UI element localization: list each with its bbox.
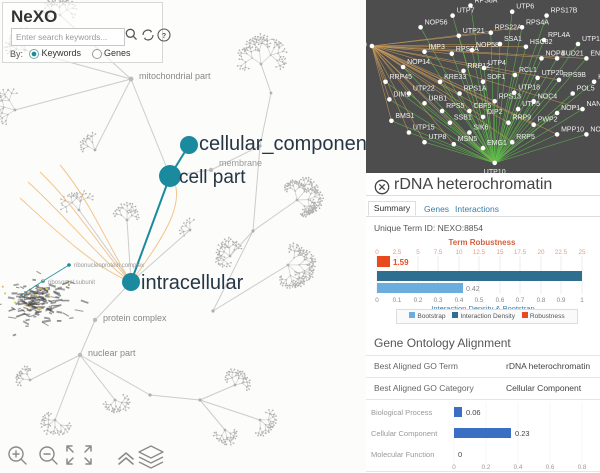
svg-text:1.59: 1.59 bbox=[393, 258, 409, 267]
svg-text:7.5: 7.5 bbox=[434, 249, 443, 256]
svg-text:MSN5: MSN5 bbox=[458, 136, 478, 143]
svg-text:NOP1: NOP1 bbox=[561, 105, 580, 112]
svg-text:SSB1: SSB1 bbox=[454, 115, 472, 122]
svg-text:UTP4: UTP4 bbox=[488, 60, 506, 67]
svg-text:UTP5: UTP5 bbox=[522, 101, 540, 108]
svg-text:?: ? bbox=[162, 33, 166, 40]
svg-text:UTP15: UTP15 bbox=[413, 125, 435, 132]
svg-text:12.5: 12.5 bbox=[473, 249, 486, 256]
svg-text:PWP2: PWP2 bbox=[538, 117, 558, 124]
svg-text:2.5: 2.5 bbox=[393, 249, 402, 256]
svg-text:IMP3: IMP3 bbox=[429, 44, 445, 51]
svg-text:HSC82: HSC82 bbox=[530, 39, 553, 46]
svg-text:EMG1: EMG1 bbox=[487, 140, 507, 147]
svg-text:Biological Process: Biological Process bbox=[371, 408, 433, 417]
svg-text:RPS17B: RPS17B bbox=[551, 8, 578, 15]
svg-text:NOC4: NOC4 bbox=[538, 93, 558, 100]
svg-text:0.06: 0.06 bbox=[466, 408, 481, 417]
svg-text:URB1: URB1 bbox=[429, 95, 448, 102]
svg-text:UTP6: UTP6 bbox=[516, 4, 534, 11]
svg-text:17.5: 17.5 bbox=[514, 249, 527, 256]
svg-text:POL5: POL5 bbox=[577, 86, 595, 93]
svg-text:DIM1: DIM1 bbox=[393, 91, 410, 98]
svg-text:NOP14: NOP14 bbox=[407, 59, 430, 66]
svg-text:0.8: 0.8 bbox=[537, 297, 546, 304]
svg-text:0.6: 0.6 bbox=[546, 464, 555, 471]
svg-text:UTP18: UTP18 bbox=[518, 85, 540, 92]
svg-text:RPS5: RPS5 bbox=[446, 103, 464, 110]
svg-text:0.3: 0.3 bbox=[434, 297, 443, 304]
svg-text:DIP2: DIP2 bbox=[487, 109, 503, 116]
svg-text:KRE33: KRE33 bbox=[444, 74, 466, 81]
svg-text:NAN1: NAN1 bbox=[587, 101, 600, 108]
svg-text:0.5: 0.5 bbox=[475, 297, 484, 304]
svg-text:0: 0 bbox=[452, 464, 456, 471]
svg-text:UTP21: UTP21 bbox=[463, 28, 485, 35]
svg-text:BUD21: BUD21 bbox=[561, 50, 584, 57]
svg-text:UTP7: UTP7 bbox=[457, 8, 475, 15]
svg-text:0.9: 0.9 bbox=[557, 297, 566, 304]
svg-text:0.23: 0.23 bbox=[515, 429, 530, 438]
svg-text:22.5: 22.5 bbox=[555, 249, 568, 256]
svg-text:0: 0 bbox=[375, 249, 379, 256]
svg-text:MPP10: MPP10 bbox=[561, 126, 584, 133]
svg-text:0.42: 0.42 bbox=[466, 286, 480, 293]
svg-text:RPS8A: RPS8A bbox=[475, 0, 498, 5]
svg-text:10: 10 bbox=[455, 249, 463, 256]
svg-text:0.4: 0.4 bbox=[514, 464, 523, 471]
svg-text:SIK6: SIK6 bbox=[473, 125, 488, 132]
svg-text:UTP9: UTP9 bbox=[366, 42, 367, 49]
svg-text:Cellular Component: Cellular Component bbox=[371, 429, 438, 438]
svg-text:0.6: 0.6 bbox=[496, 297, 505, 304]
svg-text:20: 20 bbox=[537, 249, 545, 256]
svg-text:BMS1: BMS1 bbox=[395, 113, 414, 120]
svg-text:RPS9B: RPS9B bbox=[563, 72, 586, 79]
svg-text:UTP8: UTP8 bbox=[429, 134, 447, 141]
svg-text:SOF1: SOF1 bbox=[487, 74, 505, 81]
svg-text:RPS22A: RPS22A bbox=[495, 25, 522, 32]
svg-text:RPS13: RPS13 bbox=[499, 93, 521, 100]
svg-text:SSA1: SSA1 bbox=[504, 36, 522, 43]
svg-text:RRP9: RRP9 bbox=[512, 115, 531, 122]
svg-text:UTP22: UTP22 bbox=[413, 86, 435, 93]
svg-text:Molecular Function: Molecular Function bbox=[371, 450, 434, 459]
svg-text:0: 0 bbox=[458, 450, 462, 459]
svg-text:ENP1: ENP1 bbox=[590, 50, 600, 57]
svg-text:25: 25 bbox=[578, 249, 586, 256]
svg-text:0.8: 0.8 bbox=[578, 464, 587, 471]
svg-text:RRP5: RRP5 bbox=[516, 134, 535, 141]
svg-text:UTP13: UTP13 bbox=[582, 36, 600, 43]
svg-text:0.7: 0.7 bbox=[516, 297, 525, 304]
svg-text:0.2: 0.2 bbox=[414, 297, 423, 304]
svg-text:RCL1: RCL1 bbox=[519, 67, 537, 74]
svg-text:0: 0 bbox=[375, 297, 379, 304]
svg-text:0.2: 0.2 bbox=[482, 464, 491, 471]
svg-text:1: 1 bbox=[580, 297, 584, 304]
svg-text:RPS1A: RPS1A bbox=[464, 86, 487, 93]
svg-text:RPS4A: RPS4A bbox=[526, 19, 549, 26]
svg-text:RRP45: RRP45 bbox=[390, 74, 413, 81]
svg-text:RRP12: RRP12 bbox=[468, 63, 491, 70]
svg-text:0.4: 0.4 bbox=[455, 297, 464, 304]
svg-text:NOP58: NOP58 bbox=[476, 42, 499, 49]
svg-text:NOP6: NOP6 bbox=[590, 126, 600, 133]
svg-text:NOP56: NOP56 bbox=[425, 19, 448, 26]
svg-text:UTP20: UTP20 bbox=[542, 70, 564, 77]
svg-text:5: 5 bbox=[416, 249, 420, 256]
svg-text:0.1: 0.1 bbox=[393, 297, 402, 304]
svg-text:15: 15 bbox=[496, 249, 504, 256]
